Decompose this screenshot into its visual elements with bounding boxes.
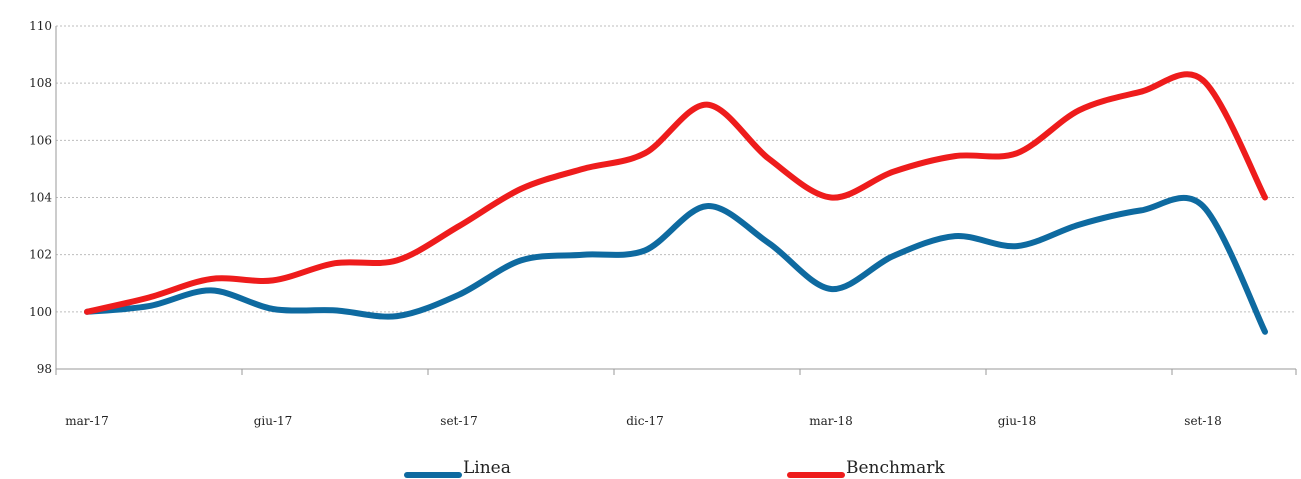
series-line-benchmark xyxy=(84,71,1268,315)
legend: Linea Benchmark xyxy=(404,458,945,478)
y-tick-label: 98 xyxy=(37,362,52,376)
legend-label-benchmark: Benchmark xyxy=(846,458,945,478)
y-tick-label: 110 xyxy=(29,19,52,33)
x-tick-label: giu-17 xyxy=(254,414,293,428)
y-tick-label: 100 xyxy=(29,305,52,319)
y-tick-label: 104 xyxy=(29,191,52,205)
x-axis-tick-labels: mar-17 giu-17 set-17 dic-17 mar-18 giu-18 set-… xyxy=(65,414,1222,428)
series-lines xyxy=(84,71,1268,335)
gridlines xyxy=(56,25,1296,313)
x-tick-label: set-17 xyxy=(440,414,477,428)
legend-label-linea: Linea xyxy=(463,458,511,478)
axes xyxy=(55,26,1297,375)
x-tick-label: mar-17 xyxy=(65,414,109,428)
x-tick-label: mar-18 xyxy=(809,414,853,428)
x-tick-label: set-18 xyxy=(1184,414,1221,428)
x-tick-label: giu-18 xyxy=(998,414,1037,428)
x-tick-label: dic-17 xyxy=(626,414,664,428)
series-line-linea xyxy=(84,194,1268,335)
y-tick-label: 102 xyxy=(29,248,52,262)
y-tick-label: 106 xyxy=(29,133,52,147)
y-axis-tick-labels: 98 100 102 104 106 108 110 xyxy=(29,19,52,376)
y-tick-label: 108 xyxy=(29,76,52,90)
